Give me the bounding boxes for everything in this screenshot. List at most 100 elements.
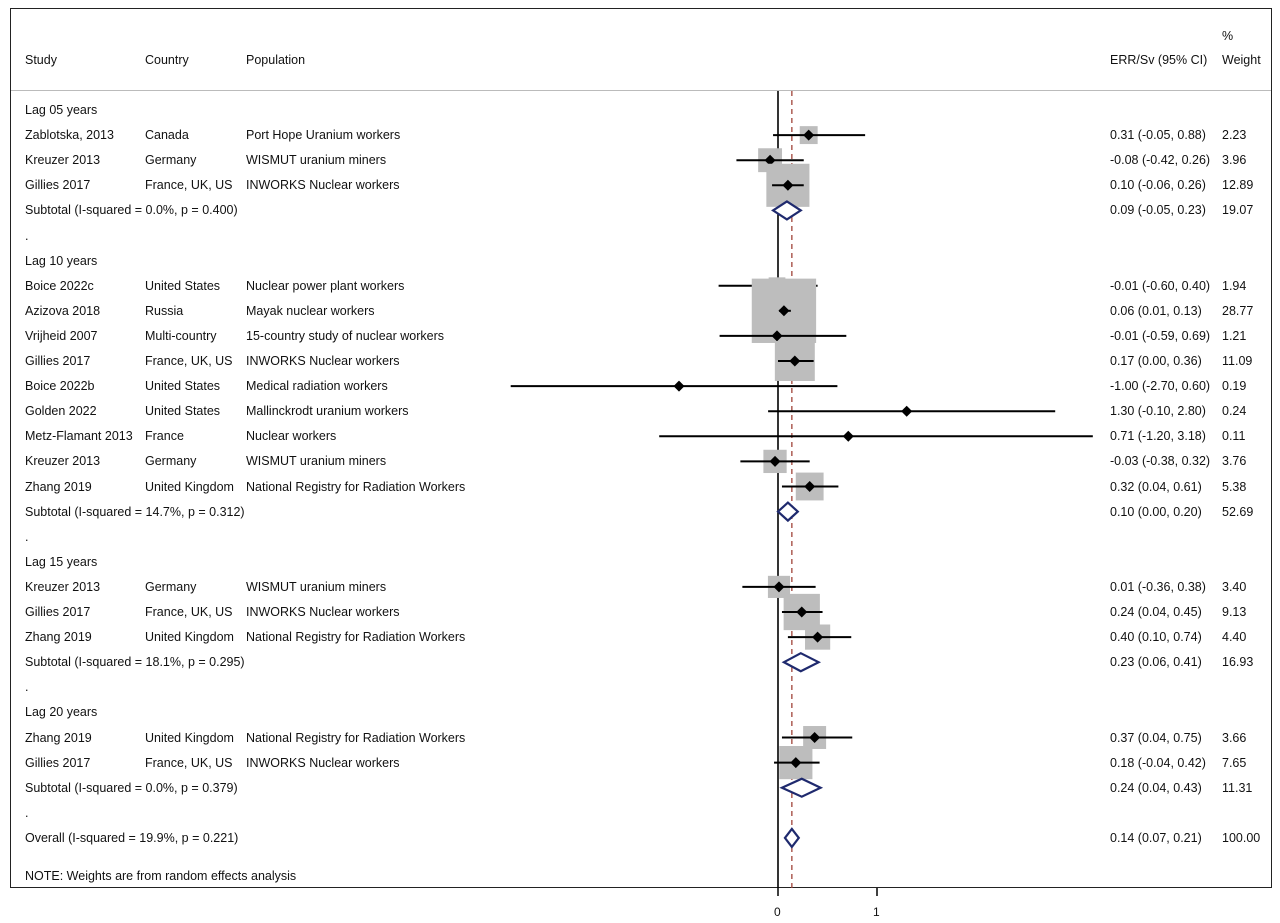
- study-ci: 0.37 (0.04, 0.75): [1110, 730, 1202, 745]
- footnote: NOTE: Weights are from random effects an…: [25, 869, 297, 883]
- study-country: Germany: [145, 579, 197, 594]
- point-estimate: [842, 430, 854, 442]
- study-country: Russia: [145, 303, 184, 318]
- study-country: United Kingdom: [145, 630, 234, 645]
- study-population: National Registry for Radiation Workers: [246, 479, 466, 494]
- point-estimate: [764, 154, 776, 166]
- point-estimate: [789, 355, 801, 367]
- point-estimate: [809, 732, 821, 743]
- point-estimate: [778, 305, 790, 317]
- subtotal-ci: 0.23 (0.06, 0.41): [1110, 655, 1202, 670]
- study-population: Port Hope Uranium workers: [246, 128, 401, 143]
- spacer-dot: .: [25, 228, 29, 243]
- study-population: INWORKS Nuclear workers: [246, 178, 400, 193]
- study-weight: 0.19: [1222, 379, 1247, 394]
- group-label: Lag 10 years: [25, 253, 98, 268]
- study-weight: 0.24: [1222, 404, 1247, 419]
- study-country: France, UK, US: [145, 755, 233, 770]
- point-estimate: [782, 179, 794, 191]
- spacer-dot: .: [25, 805, 29, 820]
- study-weight: 4.40: [1222, 630, 1247, 645]
- header-population: Population: [246, 53, 306, 67]
- study-country: United Kingdom: [145, 730, 234, 745]
- study-population: WISMUT uranium miners: [246, 454, 387, 469]
- study-country: Germany: [145, 153, 197, 168]
- study-weight: 3.40: [1222, 579, 1247, 594]
- subtotal-label: Subtotal (I-squared = 14.7%, p = 0.312): [25, 504, 245, 519]
- x-tick-label: 1: [873, 905, 880, 919]
- point-estimate: [790, 757, 802, 769]
- study-country: Multi-country: [145, 328, 217, 343]
- header-divider: [11, 90, 1271, 91]
- study-name: Kreuzer 2013: [25, 153, 101, 168]
- study-country: Canada: [145, 128, 189, 143]
- overall-diamond: [783, 827, 801, 849]
- study-population: INWORKS Nuclear workers: [246, 605, 400, 619]
- study-country: Germany: [145, 454, 197, 469]
- study-name: Zablotska, 2013: [25, 128, 114, 143]
- subtotal-diamond: [776, 501, 800, 523]
- study-name: Azizova 2018: [25, 303, 101, 318]
- study-name: Gillies 2017: [25, 755, 91, 770]
- study-ci: 0.32 (0.04, 0.61): [1110, 479, 1202, 494]
- group-label: Lag 15 years: [25, 554, 98, 569]
- study-name: Metz-Flamant 2013: [25, 429, 133, 444]
- study-weight: 2.23: [1222, 128, 1247, 143]
- study-ci: 0.31 (-0.05, 0.88): [1110, 128, 1206, 143]
- study-country: United States: [145, 379, 221, 394]
- subtotal-weight: 11.31: [1222, 780, 1253, 795]
- header-weight-percent: %: [1222, 29, 1234, 43]
- overall-ci: 0.14 (0.07, 0.21): [1110, 830, 1202, 845]
- study-weight: 3.76: [1222, 454, 1247, 469]
- study-country: France, UK, US: [145, 178, 233, 193]
- study-weight: 5.38: [1222, 479, 1247, 494]
- group-label: Lag 20 years: [25, 705, 98, 720]
- study-population: National Registry for Radiation Workers: [246, 630, 466, 645]
- study-population: INWORKS Nuclear workers: [246, 354, 400, 368]
- study-ci: 0.40 (0.10, 0.74): [1110, 630, 1202, 645]
- study-population: WISMUT uranium miners: [246, 153, 387, 168]
- study-population: INWORKS Nuclear workers: [246, 755, 400, 770]
- subtotal-diamond: [781, 651, 822, 673]
- subtotal-ci: 0.10 (0.00, 0.20): [1110, 504, 1202, 519]
- study-ci: 0.17 (0.00, 0.36): [1110, 354, 1202, 368]
- subtotal-weight: 16.93: [1222, 655, 1254, 670]
- study-country: United States: [145, 278, 221, 293]
- study-ci: -0.01 (-0.59, 0.69): [1110, 328, 1211, 343]
- study-name: Gillies 2017: [25, 605, 91, 619]
- point-estimate: [804, 481, 816, 492]
- study-ci: 0.71 (-1.20, 3.18): [1110, 429, 1206, 444]
- study-population: Mayak nuclear workers: [246, 303, 375, 318]
- study-ci: 0.01 (-0.36, 0.38): [1110, 579, 1206, 594]
- header-weight: Weight: [1222, 53, 1261, 67]
- overall-label: Overall (I-squared = 19.9%, p = 0.221): [25, 830, 239, 845]
- study-name: Gillies 2017: [25, 354, 91, 368]
- point-estimate: [769, 455, 781, 467]
- study-name: Boice 2022c: [25, 278, 94, 293]
- study-weight: 0.11: [1222, 429, 1246, 444]
- subtotal-label: Subtotal (I-squared = 0.0%, p = 0.379): [25, 780, 238, 795]
- spacer-dot: .: [25, 529, 29, 544]
- study-ci: 1.30 (-0.10, 2.80): [1110, 404, 1206, 419]
- point-estimate: [673, 380, 685, 392]
- subtotal-ci: 0.09 (-0.05, 0.23): [1110, 203, 1206, 218]
- study-weight: 28.77: [1222, 303, 1254, 318]
- study-ci: 0.10 (-0.06, 0.26): [1110, 178, 1206, 193]
- study-name: Kreuzer 2013: [25, 454, 101, 469]
- study-country: France: [145, 429, 184, 444]
- study-population: WISMUT uranium miners: [246, 579, 387, 594]
- study-country: France, UK, US: [145, 354, 233, 368]
- study-population: Nuclear power plant workers: [246, 278, 405, 293]
- study-population: National Registry for Radiation Workers: [246, 730, 466, 745]
- point-estimate: [812, 631, 824, 643]
- study-country: United States: [145, 404, 221, 419]
- study-country: United Kingdom: [145, 479, 234, 494]
- study-name: Golden 2022: [25, 404, 97, 419]
- study-population: Medical radiation workers: [246, 379, 388, 394]
- study-ci: 0.24 (0.04, 0.45): [1110, 605, 1202, 619]
- study-population: 15-country study of nuclear workers: [246, 328, 445, 343]
- header-country: Country: [145, 53, 189, 67]
- subtotal-label: Subtotal (I-squared = 0.0%, p = 0.400): [25, 203, 238, 218]
- subtotal-diamond: [779, 777, 824, 798]
- study-name: Kreuzer 2013: [25, 579, 101, 594]
